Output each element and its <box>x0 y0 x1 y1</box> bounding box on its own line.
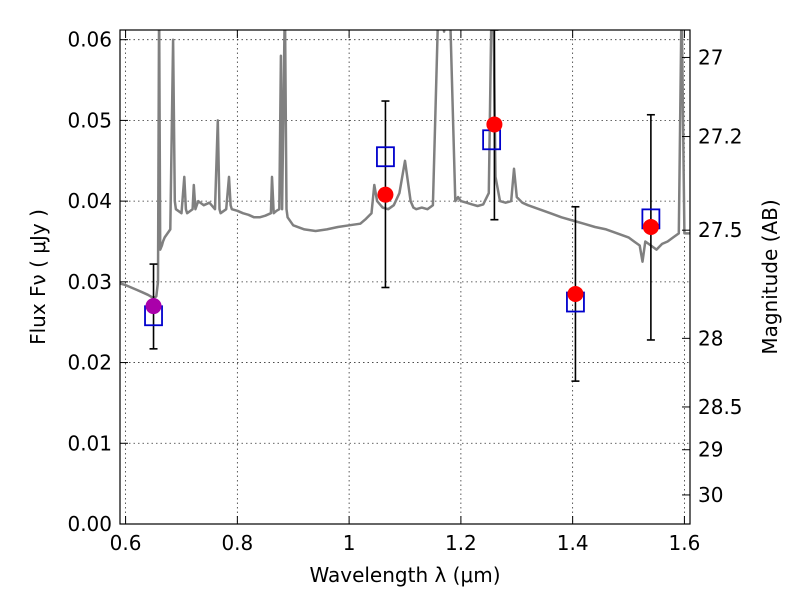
model-square-marker <box>376 146 395 168</box>
x-tick-label: 0.6 <box>110 531 142 555</box>
circle-marker-layer <box>145 116 659 315</box>
spectrum-line <box>120 30 690 300</box>
x-tick-label: 1.4 <box>557 531 589 555</box>
observed-flux-marker <box>145 298 162 315</box>
y2-tick-label: 27.2 <box>698 125 743 149</box>
y-axis-title: Flux Fν ( μJy ) <box>26 209 50 345</box>
y2-tick-label: 27.5 <box>698 218 743 242</box>
observed-flux-marker <box>642 218 659 235</box>
x-tick-label: 1.2 <box>445 531 477 555</box>
x-tick-label: 0.8 <box>221 531 253 555</box>
observed-flux-marker <box>486 116 503 133</box>
y-axis: 0.00 0.01 0.02 0.03 0.04 0.05 0.06 <box>67 28 128 536</box>
y-tick-label: 0.02 <box>67 351 112 375</box>
y2-axis-title: Magnitude (AB) <box>758 199 782 354</box>
spectrum-layer <box>120 30 690 300</box>
y2-tick-label: 28.5 <box>698 395 743 419</box>
y2-tick-label: 28 <box>698 326 723 350</box>
x-tick-label: 1 <box>343 531 356 555</box>
y-tick-label: 0.01 <box>67 431 112 455</box>
y2-tick-label: 30 <box>698 483 723 507</box>
y2-axis: 27 27.2 27.5 28 28.5 29 30 <box>682 45 743 507</box>
x-axis: 0.6 0.8 1 1.2 1.4 1.6 <box>110 30 701 555</box>
observed-flux-marker <box>567 285 584 302</box>
observed-flux-marker <box>377 186 394 203</box>
y2-tick-label: 27 <box>698 45 723 69</box>
x-axis-title: Wavelength λ (μm) <box>309 563 500 587</box>
y2-tick-label: 29 <box>698 438 723 462</box>
plot-frame <box>119 29 691 525</box>
x-tick-label: 1.6 <box>669 531 701 555</box>
y-tick-label: 0.05 <box>67 108 112 132</box>
y-tick-label: 0.04 <box>67 189 112 213</box>
y-tick-label: 0.03 <box>67 270 112 294</box>
y-tick-label: 0.06 <box>67 28 112 52</box>
plot-area <box>120 30 690 524</box>
y-tick-label: 0.00 <box>67 512 112 536</box>
